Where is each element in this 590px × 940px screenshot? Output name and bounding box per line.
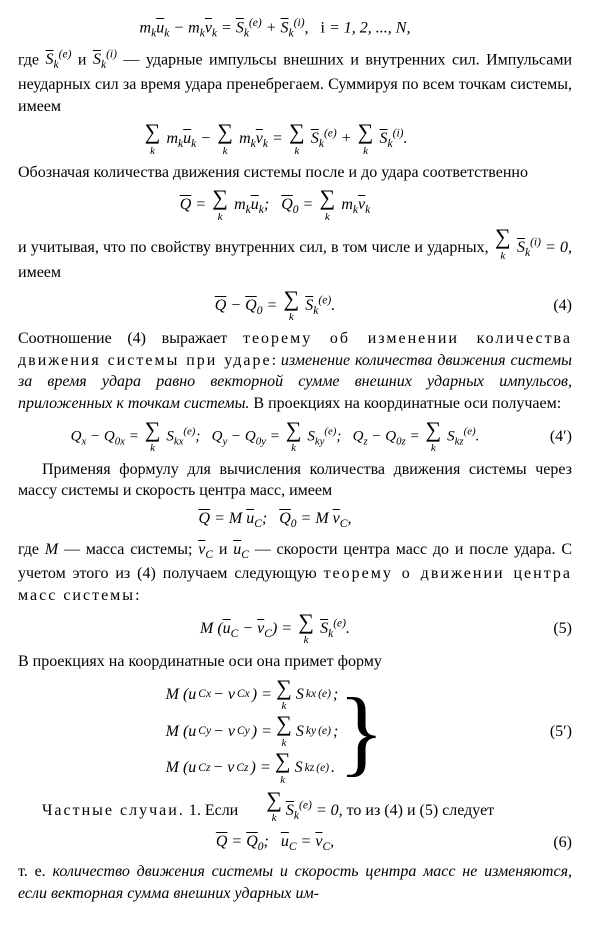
equation-6: Q = Q0; uC = vC, (6) xyxy=(18,831,572,856)
paragraph-conclusion: т. е. количество движения системы и скор… xyxy=(18,861,572,904)
equation-5prime: M (uCx − vCx) = ∑k Skx(e); M (uCy − vCy)… xyxy=(18,679,572,785)
text: В проекциях на координатные оси она прим… xyxy=(18,653,382,670)
text: где xyxy=(18,541,45,558)
equation-Q: Q = ∑k mkuk; Q0 = ∑k mkvk xyxy=(18,189,572,222)
eq-num-5: (5) xyxy=(532,618,572,640)
eq-num-4: (4) xyxy=(532,295,572,317)
text: где xyxy=(18,51,46,68)
eq-num-6: (6) xyxy=(532,832,572,854)
conclusion-italic: количество движения системы и скорость ц… xyxy=(18,863,572,902)
text: Соотношение (4) выражает xyxy=(18,330,243,347)
sym-M: M xyxy=(45,541,58,558)
special-cases-title: Частные случаи. xyxy=(42,802,185,819)
paragraph-projections: В проекциях на координатные оси она прим… xyxy=(18,651,572,673)
equation-5: M (uC − vC) = ∑k Sk(e). (5) xyxy=(18,613,572,646)
paragraph-theorem: Соотношение (4) выражает теорему об изме… xyxy=(18,328,572,414)
equation-initial: mkuk − mkvk = Sk(e) + Sk(i), i = 1, 2, .… xyxy=(18,16,572,42)
paragraph-denote: Обозначая количества движения системы по… xyxy=(18,162,572,184)
equation-mass-center: Q = M uC; Q0 = M vC, xyxy=(18,508,572,533)
eq-initial-body: mkuk − mkvk = Sk(e) + Sk(i), i = 1, 2, .… xyxy=(18,16,532,42)
equation-sum: ∑k mkuk − ∑k mkvk = ∑k Sk(e) + ∑k Sk(i). xyxy=(18,123,572,156)
text: т. е. xyxy=(18,863,52,880)
eq-num-4p: (4′) xyxy=(532,426,572,448)
text: и учитывая, что по свойству внутренних с… xyxy=(18,239,493,256)
paragraph-mass-formula: Применяя формулу для вычисления количест… xyxy=(18,459,572,502)
text: и xyxy=(78,51,93,68)
equation-4prime: Qx − Q0x = ∑k Skx(e); Qy − Q0y = ∑k Sky(… xyxy=(18,421,572,453)
paragraph-internal-forces: и учитывая, что по свойству внутренних с… xyxy=(18,228,572,284)
text: имеем xyxy=(18,264,61,281)
eq-num-5p: (5′) xyxy=(532,721,572,743)
paragraph-mass-center: где M — масса системы; vC и uC — скорост… xyxy=(18,539,572,607)
text: : xyxy=(135,587,139,604)
text: и xyxy=(213,541,233,558)
text: 1. Если xyxy=(185,802,242,819)
text: Применяя формулу для вычисления количест… xyxy=(18,461,572,500)
paragraph-special-cases: Частные случаи. 1. Если ∑k Sk(e) = 0, то… xyxy=(18,791,572,825)
text: : xyxy=(272,352,281,369)
text: — масса системы; xyxy=(58,541,198,558)
text: Обозначая количества движения системы по… xyxy=(18,164,528,181)
brace-icon: } xyxy=(338,691,384,773)
text: В проекциях на координатные оси получаем… xyxy=(249,395,561,412)
equation-4: Q − Q0 = ∑k Sk(e). (4) xyxy=(18,290,572,323)
paragraph-intro: где Sk(e) и Sk(i) — ударные импульсы вне… xyxy=(18,48,572,117)
text: то из (4) и (5) следует xyxy=(347,802,495,819)
